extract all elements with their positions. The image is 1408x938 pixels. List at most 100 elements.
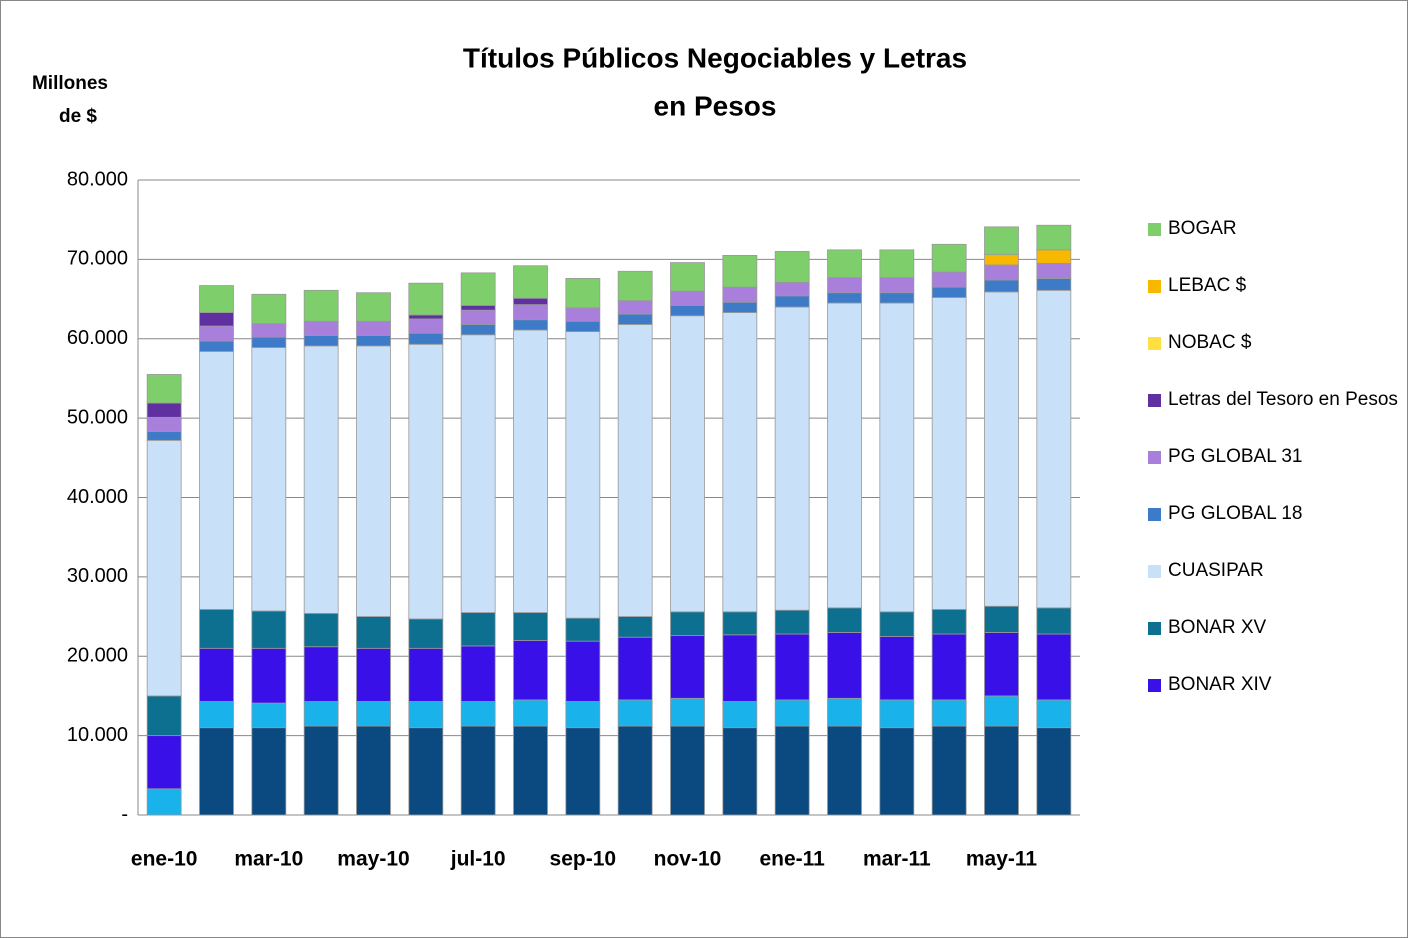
bar-segment (722, 611, 758, 636)
bar-segment (1036, 249, 1072, 264)
x-tick-label: may-10 (337, 848, 409, 871)
bar-segment (931, 243, 967, 273)
bar-segment (931, 286, 967, 298)
bar-segment (670, 315, 705, 613)
y-tick-label: 40.000 (67, 486, 128, 508)
bar-segment (146, 735, 182, 790)
bar-segment (199, 727, 234, 816)
bar-segment (617, 313, 653, 325)
bar-segment (146, 374, 182, 404)
bar-segment (356, 292, 391, 322)
bar-segment (199, 312, 234, 327)
bar-segment (460, 612, 496, 647)
legend-label: NOBAC $ (1168, 332, 1252, 353)
legend-item: BONAR XIV (1148, 674, 1398, 731)
bar-segment (774, 699, 810, 727)
x-tick-label: sep-10 (550, 848, 617, 871)
bar-segment (670, 611, 705, 637)
bar-segment (879, 611, 915, 637)
bar-segment (1036, 224, 1072, 251)
chart-title: Títulos Públicos Negociables y Letras (463, 42, 967, 73)
bar-segment (879, 292, 915, 304)
bar-segment (565, 727, 601, 816)
bar-segment (774, 633, 810, 701)
bar-segment (356, 616, 391, 649)
bar-segment (565, 617, 601, 642)
x-tick-label: ene-11 (759, 848, 825, 871)
legend-label: LEBAC $ (1168, 275, 1247, 296)
bar-segment (356, 320, 391, 336)
legend-swatch (1148, 280, 1161, 293)
legend-item: BONAR XV (1148, 617, 1398, 674)
bar-segment (356, 345, 391, 617)
bar-segment (617, 324, 653, 617)
bar-segment (146, 439, 182, 697)
bar-segment (303, 612, 339, 648)
bar-segment (460, 334, 496, 613)
x-tick-label: mar-11 (863, 848, 931, 871)
bar-segment (879, 636, 915, 701)
legend-item: CUASIPAR (1148, 560, 1398, 617)
bar-segment (460, 645, 496, 702)
chart-title: en Pesos (654, 90, 777, 121)
y-axis-label: Millones (32, 73, 108, 94)
bar-segment (984, 605, 1019, 633)
bar-segment (722, 312, 758, 613)
bar-segment (199, 351, 234, 610)
bar-segment (199, 609, 234, 649)
bar-segment (565, 640, 601, 702)
bar-segment (984, 279, 1019, 293)
bar-segment (984, 291, 1019, 607)
bar-segment (931, 633, 967, 701)
bar-segment (617, 300, 653, 315)
bar-segment (513, 699, 548, 727)
bar-segment (303, 701, 339, 727)
bar-segment (722, 255, 758, 288)
bar-segment (879, 727, 915, 816)
bar-segment (356, 647, 391, 702)
bar-segment (827, 249, 862, 279)
bar-segment (146, 695, 182, 737)
bar-segment (513, 304, 548, 321)
bar-segment (408, 332, 444, 345)
bar-segment (303, 289, 339, 322)
bar-segment (984, 264, 1019, 281)
bar-segment (513, 265, 548, 299)
y-tick-label: 20.000 (67, 645, 128, 667)
legend: BOGAR LEBAC $ NOBAC $ Letras del Tesoro en … (1148, 218, 1398, 731)
bar-segment (774, 281, 810, 297)
bar-segment (931, 297, 967, 610)
bar-segment (827, 292, 862, 304)
bar-segment (356, 725, 391, 816)
bar-segment (199, 340, 234, 352)
legend-item: PG GLOBAL 18 (1148, 503, 1398, 560)
bar-segment (565, 307, 601, 322)
legend-item: NOBAC $ (1148, 332, 1398, 389)
legend-label: BOGAR (1168, 218, 1237, 239)
bar-segment (356, 335, 391, 347)
bar-segment (408, 701, 444, 729)
bar-segment (146, 431, 182, 441)
bar-segment (931, 609, 967, 635)
legend-label: PG GLOBAL 31 (1168, 446, 1303, 467)
bar-segment (146, 416, 182, 433)
bar-segment (1036, 289, 1072, 609)
bar-segment (617, 636, 653, 701)
x-tick-label: jul-10 (450, 848, 506, 871)
bar-segment (460, 324, 496, 336)
bar-segment (513, 329, 548, 613)
bar-segment (408, 727, 444, 816)
bar-segment (199, 701, 234, 729)
legend-item: Letras del Tesoro en Pesos (1148, 389, 1398, 446)
bar-segment (827, 302, 862, 609)
legend-swatch (1148, 337, 1161, 350)
legend-swatch (1148, 679, 1161, 692)
bar-segment (513, 725, 548, 816)
bar-segment (251, 347, 287, 612)
bar-segment (460, 701, 496, 727)
x-tick-label: may-11 (966, 848, 1038, 871)
bar-segment (617, 270, 653, 302)
y-tick-label: 50.000 (67, 406, 128, 428)
